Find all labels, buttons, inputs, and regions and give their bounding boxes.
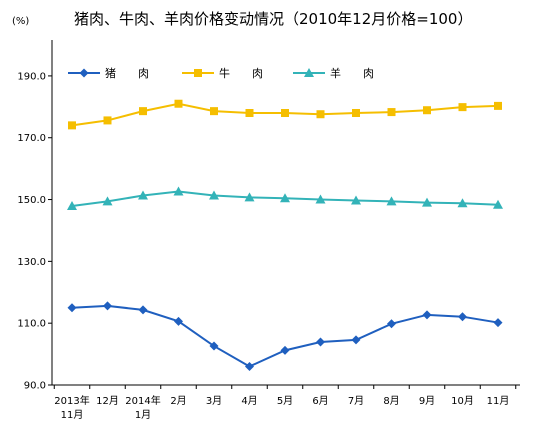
data-point-s1 bbox=[103, 301, 112, 311]
data-point-s1 bbox=[493, 318, 503, 328]
data-point-s1 bbox=[422, 310, 432, 320]
chart-title: 猪肉、牛肉、羊肉价格变动情况（2010年12月价格=100） bbox=[74, 10, 473, 28]
legend-marker bbox=[79, 68, 89, 78]
data-point-s3 bbox=[244, 192, 255, 202]
data-point-s1 bbox=[280, 345, 290, 355]
x-tick-label: 9月 bbox=[419, 395, 435, 407]
legend-label: 猪 肉 bbox=[105, 67, 149, 80]
data-point-s2 bbox=[387, 108, 396, 117]
legend-marker bbox=[194, 69, 202, 77]
data-point-s2 bbox=[139, 107, 147, 116]
y-tick-label: 130.0 bbox=[17, 257, 46, 268]
x-tick-label: 4月 bbox=[241, 395, 257, 407]
data-point-s2 bbox=[210, 107, 218, 116]
data-point-s2 bbox=[423, 106, 431, 115]
data-point-s1 bbox=[351, 335, 361, 345]
x-tick-label: 1月 bbox=[135, 409, 151, 421]
x-tick-label: 6月 bbox=[312, 395, 328, 407]
data-point-s2 bbox=[103, 116, 112, 125]
x-tick-label: 2013年 bbox=[54, 394, 89, 407]
data-point-s1 bbox=[316, 337, 325, 347]
x-tick-label: 10月 bbox=[451, 395, 474, 407]
series-line-1 bbox=[71, 304, 499, 368]
x-tick-label: 7月 bbox=[348, 395, 364, 407]
data-point-s2 bbox=[68, 121, 76, 130]
x-tick-label: 11月 bbox=[487, 395, 510, 407]
x-tick-label: 2月 bbox=[170, 395, 186, 407]
data-point-s3 bbox=[102, 196, 113, 206]
data-point-s2 bbox=[494, 101, 502, 110]
data-point-s1 bbox=[458, 312, 467, 322]
data-point-s2 bbox=[316, 110, 325, 119]
x-tick-label: 12月 bbox=[96, 395, 119, 407]
data-point-s3 bbox=[315, 194, 326, 204]
y-tick-label: 110.0 bbox=[17, 319, 46, 330]
legend-marker bbox=[304, 68, 314, 77]
data-point-s1 bbox=[245, 361, 254, 371]
data-point-s3 bbox=[457, 198, 468, 208]
data-point-s2 bbox=[458, 103, 467, 112]
x-tick-label: 2014年 bbox=[125, 394, 160, 407]
data-point-s2 bbox=[281, 109, 289, 117]
data-point-s3 bbox=[280, 193, 290, 203]
data-point-s1 bbox=[67, 303, 77, 313]
y-tick-label: 90.0 bbox=[24, 381, 46, 392]
data-point-s2 bbox=[174, 99, 183, 108]
data-point-s3 bbox=[386, 196, 397, 206]
x-tick-label: 3月 bbox=[206, 395, 222, 407]
data-point-s3 bbox=[493, 199, 503, 209]
x-tick-label: 11月 bbox=[61, 409, 84, 421]
data-point-s3 bbox=[67, 201, 77, 211]
data-point-s3 bbox=[173, 186, 184, 196]
x-tick-label: 8月 bbox=[383, 395, 399, 407]
y-tick-label: 190.0 bbox=[17, 71, 46, 82]
x-tick-label: 5月 bbox=[277, 395, 293, 407]
legend-label: 牛 肉 bbox=[219, 66, 263, 80]
data-point-s2 bbox=[245, 109, 254, 117]
data-point-s1 bbox=[138, 305, 148, 315]
data-point-s2 bbox=[352, 109, 360, 117]
y-unit-label: (%) bbox=[12, 16, 30, 27]
data-point-s1 bbox=[387, 319, 396, 329]
y-tick-label: 150.0 bbox=[17, 195, 46, 206]
legend-label: 羊 肉 bbox=[330, 66, 374, 80]
data-point-s3 bbox=[422, 197, 432, 207]
data-point-s1 bbox=[209, 341, 219, 351]
data-point-s3 bbox=[138, 190, 148, 200]
data-point-s3 bbox=[209, 190, 219, 200]
data-point-s3 bbox=[351, 195, 361, 205]
y-tick-label: 170.0 bbox=[17, 133, 46, 144]
data-point-s1 bbox=[174, 316, 183, 326]
